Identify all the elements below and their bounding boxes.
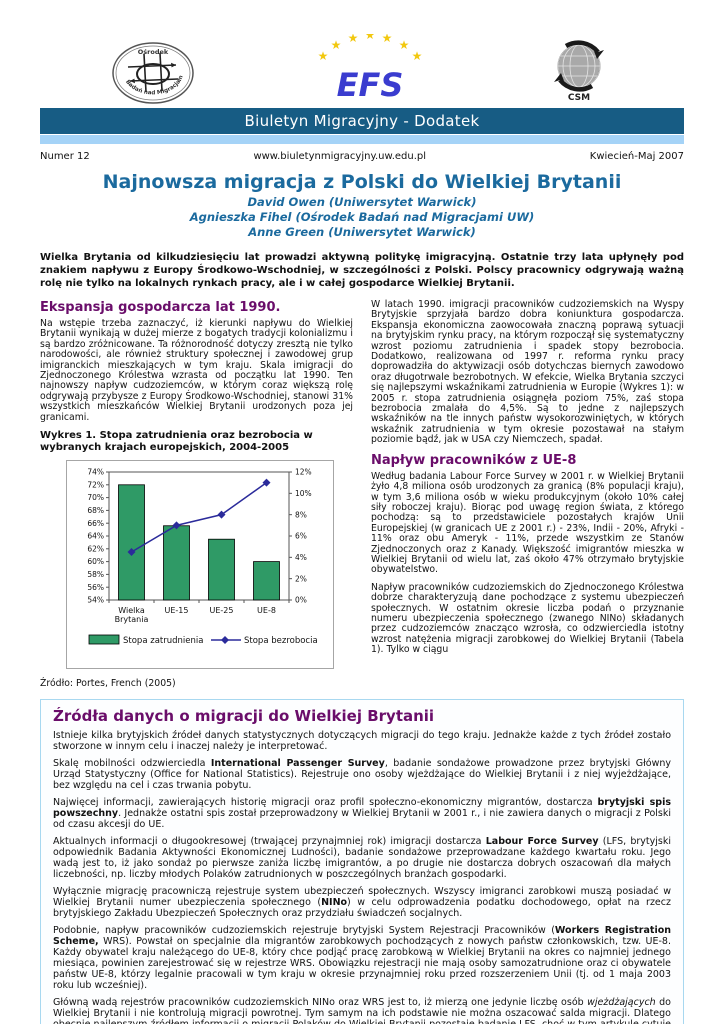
site-url: www.biuletynmigracyjny.uw.edu.pl (253, 151, 427, 162)
efs-logo-icon: ★ ★ ★ ★ ★ ★ ★ EFS (315, 34, 425, 106)
info-paragraph: Istnieje kilka brytyjskich źródeł danych… (53, 730, 671, 753)
svg-text:10%: 10% (295, 489, 312, 498)
meta-row: Numer 12 www.biuletynmigracyjny.uw.edu.p… (40, 151, 684, 162)
svg-text:70%: 70% (87, 493, 104, 502)
issue-date: Kwiecień-Maj 2007 (589, 151, 684, 162)
body-paragraph: Według badania Labour Force Survey w 200… (371, 470, 684, 576)
svg-text:UE-25: UE-25 (210, 606, 234, 615)
svg-text:★: ★ (365, 34, 376, 42)
info-paragraph: Skalę mobilności odzwierciedla Internati… (53, 758, 671, 792)
lead-paragraph: Wielka Brytania od kilkudziesięciu lat p… (40, 252, 684, 289)
banner-title: Biuletyn Migracyjny - Dodatek (244, 112, 480, 130)
svg-text:4%: 4% (295, 553, 307, 562)
left-column: Ekspansja gospodarcza lat 1990. Na wstęp… (40, 300, 353, 689)
osrodek-badan-nad-migracjami-logo-icon: Ośrodek Badań nad Migracjami (110, 40, 196, 106)
csm-logo-icon: CSM (544, 36, 614, 106)
info-paragraph: Wyłącznie migrację pracowniczą rejestruj… (53, 886, 671, 920)
svg-text:68%: 68% (87, 506, 104, 515)
chart-source: Źródło: Portes, French (2005) (40, 678, 176, 690)
chart-caption: Wykres 1. Stopa zatrudnienia oraz bezrob… (40, 430, 313, 454)
svg-text:8%: 8% (295, 510, 307, 519)
svg-text:★: ★ (412, 49, 423, 63)
svg-text:UE-8: UE-8 (257, 606, 276, 615)
svg-text:★: ★ (382, 34, 393, 45)
svg-text:54%: 54% (87, 596, 104, 605)
svg-text:58%: 58% (87, 570, 104, 579)
svg-text:★: ★ (399, 38, 410, 52)
two-column-body: Ekspansja gospodarcza lat 1990. Na wstęp… (40, 299, 684, 689)
chart-plot-area: 54% 56% 58% 60% 62% 64% 66% 68% 70% 72% 74% 0% 2% 4% 6… (73, 466, 327, 666)
section-heading-naplyw: Napływ pracowników z UE-8 (371, 452, 577, 468)
svg-text:★: ★ (331, 38, 342, 52)
svg-text:56%: 56% (87, 583, 104, 592)
info-paragraph: Główną wadą rejestrów pracowników cudzoz… (53, 997, 671, 1024)
svg-text:74%: 74% (87, 468, 104, 477)
info-paragraph: Najwięcej informacji, zawierających hist… (53, 797, 671, 831)
svg-text:0%: 0% (295, 596, 307, 605)
efs-stars: ★★ ★ ★ ★ ★★ (318, 34, 423, 63)
body-paragraph: Napływ pracowników cudzoziemskich do Zje… (371, 581, 684, 656)
header-logos: Ośrodek Badań nad Migracjami ★★★★★★★ EFS (40, 26, 684, 106)
svg-text:Stopa zatrudnienia: Stopa zatrudnienia (123, 636, 203, 646)
author-list: David Owen (Uniwersytet Warwick) Agniesz… (40, 195, 684, 240)
svg-text:2%: 2% (295, 574, 307, 583)
banner-strip (40, 135, 684, 144)
svg-text:UE-15: UE-15 (165, 606, 189, 615)
author-line: Agnieszka Fihel (Ośrodek Badań nad Migra… (189, 210, 535, 224)
svg-text:Stopa bezrobocia: Stopa bezrobocia (244, 636, 318, 646)
right-column: W latach 1990. imigracji pracowników cud… (371, 299, 684, 689)
svg-text:60%: 60% (87, 557, 104, 566)
info-box-data-sources: Źródła danych o migracji do Wielkiej Bry… (40, 699, 684, 1024)
issue-number: Numer 12 (40, 151, 90, 162)
info-paragraph: Podobnie, napływ pracowników cudzoziemsk… (53, 925, 671, 992)
csm-text: CSM (568, 93, 590, 103)
author-line: Anne Green (Uniwersytet Warwick) (248, 225, 476, 239)
info-paragraph: Aktualnych informacji o długookresowej (… (53, 836, 671, 881)
svg-text:★: ★ (318, 49, 329, 63)
section-heading-ekspansja: Ekspansja gospodarcza lat 1990. (40, 300, 281, 315)
svg-text:72%: 72% (87, 480, 104, 489)
svg-text:EFS: EFS (337, 66, 404, 104)
body-paragraph: W latach 1990. imigracji pracowników cud… (371, 299, 684, 446)
svg-text:62%: 62% (87, 544, 104, 553)
info-box-heading: Źródła danych o migracji do Wielkiej Bry… (53, 707, 435, 726)
svg-text:12%: 12% (295, 468, 312, 477)
article-title: Najnowsza migracja z Polski do Wielkiej … (102, 171, 622, 193)
employment-unemployment-chart: 54% 56% 58% 60% 62% 64% 66% 68% 70% 72% 74% 0% 2% 4% 6… (66, 460, 334, 670)
svg-text:6%: 6% (295, 532, 307, 541)
logo-top-text: Ośrodek (138, 48, 169, 56)
body-paragraph: Na wstępie trzeba zaznaczyć, iż kierunki… (40, 318, 353, 423)
svg-text:★: ★ (348, 34, 359, 45)
svg-text:64%: 64% (87, 532, 104, 541)
banner-bar: Biuletyn Migracyjny - Dodatek (40, 108, 684, 134)
svg-text:66%: 66% (87, 519, 104, 528)
author-line: David Owen (Uniwersytet Warwick) (247, 195, 477, 209)
